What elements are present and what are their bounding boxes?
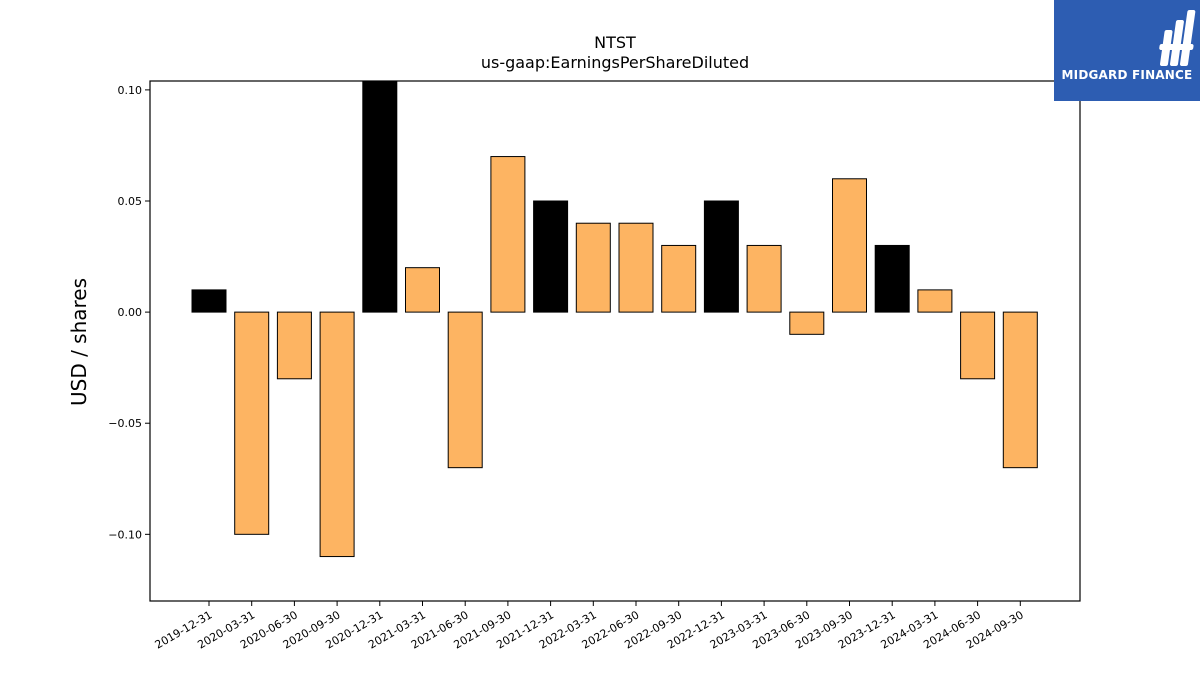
bar-2020-12-31	[362, 80, 398, 313]
y-tick-label: 0.05	[118, 195, 143, 208]
y-tick-label: 0.00	[118, 306, 143, 319]
brand-logo: MIDGARD FINANCE	[1054, 0, 1200, 101]
bar-2023-06-30	[789, 311, 825, 335]
logo-mark-icon	[1159, 10, 1196, 66]
bars-layer	[191, 80, 1038, 558]
bar-2023-03-31	[746, 244, 782, 313]
bar-2022-12-31	[703, 200, 739, 313]
plot-frame	[149, 80, 1081, 602]
x-axis-ticks: 2019-12-312020-03-312020-06-302020-09-30…	[153, 601, 1026, 652]
bar-2020-03-31	[234, 311, 270, 535]
y-tick-label: −0.05	[108, 417, 142, 430]
bar-2020-06-30	[276, 311, 312, 380]
bar-2023-09-30	[832, 178, 867, 313]
bar-2024-09-30	[1002, 311, 1038, 469]
y-tick-label: −0.10	[108, 528, 142, 541]
bar-2022-03-31	[575, 222, 611, 313]
bar-2024-06-30	[960, 311, 996, 380]
bar-2022-09-30	[661, 244, 697, 313]
bar-2021-03-31	[405, 267, 440, 313]
logo-text: MIDGARD FINANCE	[1061, 68, 1193, 82]
bar-2022-06-30	[618, 222, 654, 313]
y-tick-label: 0.10	[118, 84, 143, 97]
y-axis-ticks: 0.10 0.05 0.00 −0.05 −0.10	[108, 84, 150, 541]
chart-title: NTST	[594, 33, 636, 52]
bar-2021-12-31	[533, 200, 569, 313]
bar-2024-03-31	[917, 289, 953, 313]
y-axis-label: USD / shares	[67, 278, 91, 406]
bar-2019-12-31	[191, 289, 227, 313]
bar-2020-09-30	[319, 311, 355, 558]
bar-2021-06-30	[447, 311, 483, 469]
bar-2021-09-30	[490, 156, 526, 313]
bar-2023-12-31	[874, 244, 910, 313]
chart-subtitle: us-gaap:EarningsPerShareDiluted	[481, 53, 749, 72]
